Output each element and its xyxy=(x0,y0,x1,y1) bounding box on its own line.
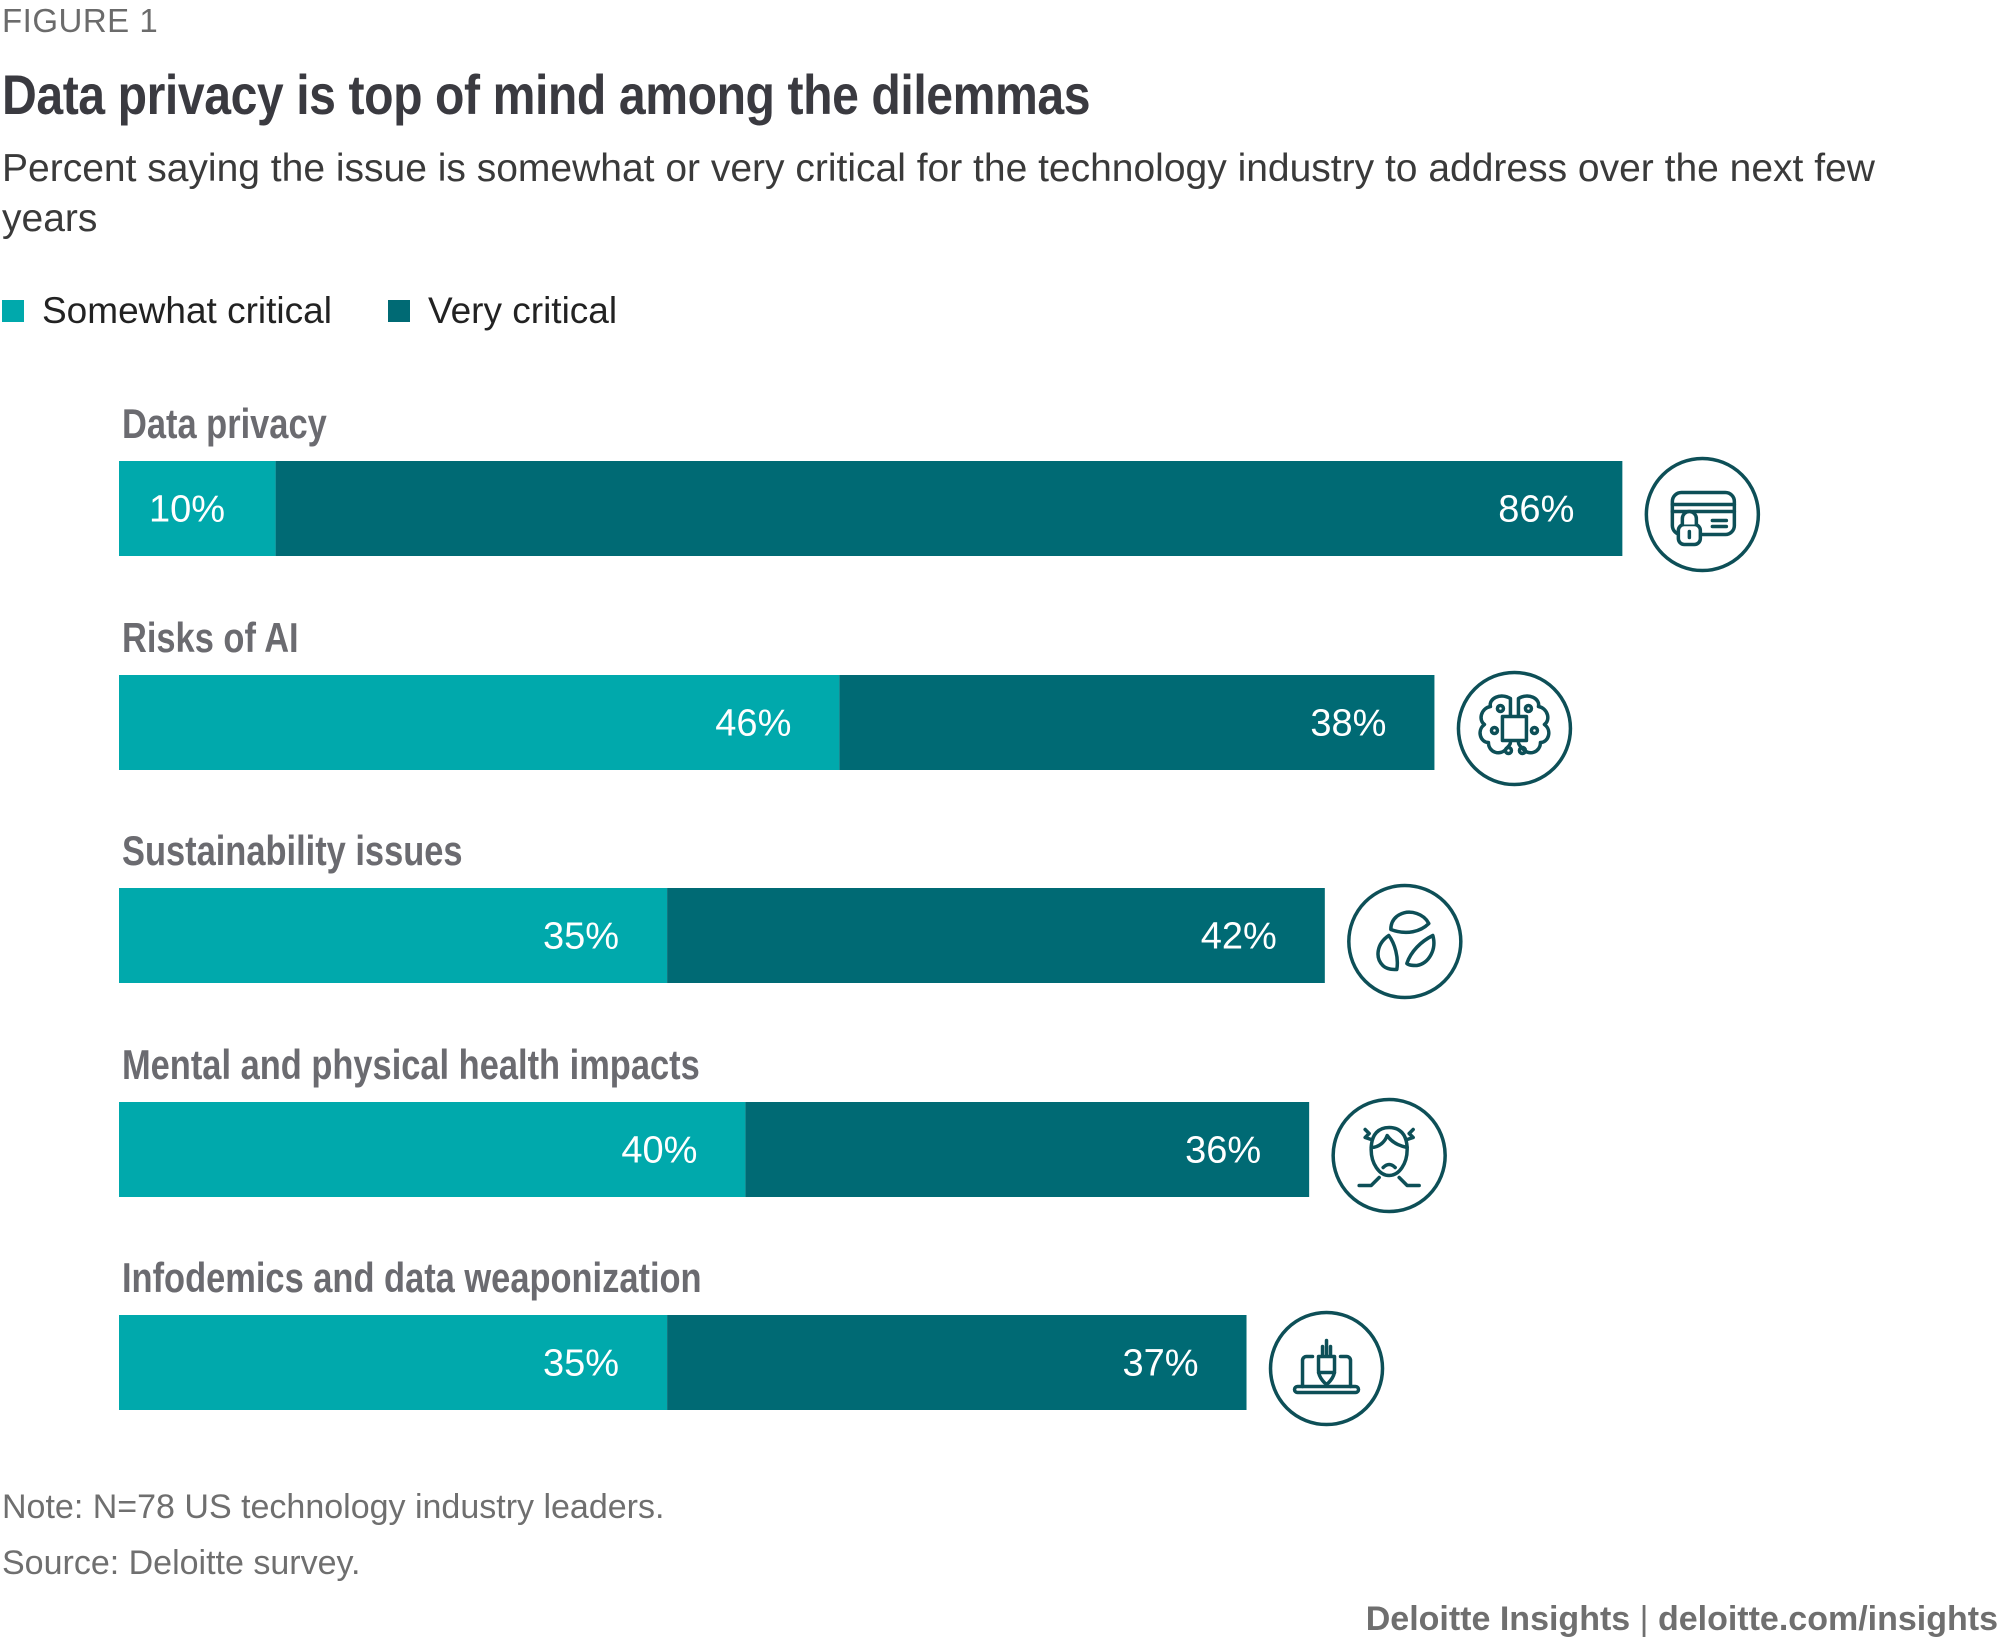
node xyxy=(1517,745,1528,756)
legend: Somewhat critical Very critical xyxy=(2,290,673,332)
node xyxy=(1523,703,1534,714)
laptop-base xyxy=(1292,1384,1361,1395)
leaf-top xyxy=(1389,910,1431,935)
legend-item-somewhat: Somewhat critical xyxy=(2,290,332,332)
chart-title: Data privacy is top of mind among the di… xyxy=(2,63,1091,126)
footnote: Note: N=78 US technology industry leader… xyxy=(2,1488,665,1526)
category-label: Infodemics and data weaponization xyxy=(122,1255,702,1302)
data-label-very: 42% xyxy=(1201,916,1277,958)
stressed-person-icon xyxy=(1331,1097,1447,1214)
chart-subtitle: Percent saying the issue is somewhat or … xyxy=(2,147,1875,240)
data-label-very: 38% xyxy=(1310,703,1386,745)
chip xyxy=(1500,714,1529,743)
head xyxy=(1369,1125,1409,1178)
bar-segment-somewhat xyxy=(119,1102,746,1197)
data-label-very: 36% xyxy=(1185,1130,1261,1172)
hair xyxy=(1369,1133,1409,1150)
stress-mark-right xyxy=(1405,1127,1415,1142)
bar-row: Risks of AI 46% 38% xyxy=(119,615,1573,787)
category-label: Mental and physical health impacts xyxy=(122,1042,700,1089)
bomb-body xyxy=(1316,1354,1337,1387)
brand-url[interactable]: deloitte.com/insights xyxy=(1657,1600,1998,1638)
bar-row: Infodemics and data weaponization 35% 37% xyxy=(119,1255,1385,1427)
shoulder-left xyxy=(1357,1175,1381,1188)
bar-segment-very xyxy=(275,461,1623,556)
bar-segment-somewhat xyxy=(119,1315,668,1410)
brand-name: Deloitte Insights xyxy=(1365,1600,1631,1638)
bar-segment-somewhat xyxy=(119,461,276,556)
data-label-somewhat: 46% xyxy=(715,703,791,745)
node xyxy=(1489,725,1500,736)
node xyxy=(1495,703,1506,714)
source-note: Source: Deloitte survey. xyxy=(2,1544,361,1582)
legend-item-very: Very critical xyxy=(387,290,618,332)
category-label: Data privacy xyxy=(122,401,327,448)
data-label-very: 37% xyxy=(1122,1343,1198,1385)
data-label-somewhat: 10% xyxy=(149,489,225,531)
legend-label-somewhat: Somewhat critical xyxy=(42,290,332,331)
figure-label: FIGURE 1 xyxy=(2,2,159,39)
data-label-somewhat: 40% xyxy=(621,1130,697,1172)
category-label: Sustainability issues xyxy=(122,828,463,875)
data-label-somewhat: 35% xyxy=(543,1343,619,1385)
icon-circle xyxy=(1268,1310,1385,1427)
frown xyxy=(1381,1162,1397,1170)
icon-circle xyxy=(1347,883,1463,1000)
bar-segment-very xyxy=(839,675,1435,770)
icon-circle xyxy=(1331,1097,1447,1214)
lock-card-icon xyxy=(1644,456,1761,573)
shoulder-right xyxy=(1397,1175,1421,1188)
laptop-screen xyxy=(1300,1354,1353,1389)
bar-row: Data privacy 10% 86% xyxy=(119,401,1761,573)
recycle-leaves-icon xyxy=(1347,883,1463,1000)
credit-line: Deloitte Insights | deloitte.com/insight… xyxy=(1366,1600,1998,1639)
icon-circle xyxy=(1644,456,1761,573)
bar-segment-very xyxy=(667,1315,1247,1410)
node xyxy=(1529,725,1540,736)
legend-swatch-very xyxy=(387,300,410,322)
data-label-somewhat: 35% xyxy=(543,916,619,958)
credit-separator: | xyxy=(1639,1600,1649,1638)
brain-chip-icon xyxy=(1456,670,1573,787)
legend-swatch-somewhat xyxy=(2,300,24,322)
stress-mark-left xyxy=(1363,1127,1373,1142)
bar-row: Mental and physical health impacts 40% 36% xyxy=(119,1042,1447,1214)
laptop-bomb-icon xyxy=(1268,1310,1385,1427)
lock-shackle xyxy=(1680,509,1699,527)
legend-label-very: Very critical xyxy=(427,290,618,331)
data-label-very: 86% xyxy=(1498,489,1574,531)
bar-row: Sustainability issues 35% 42% xyxy=(119,828,1463,1000)
node xyxy=(1503,745,1514,756)
bar-segment-very xyxy=(667,888,1325,983)
bar-segment-somewhat xyxy=(119,888,668,983)
category-label: Risks of AI xyxy=(122,615,299,662)
card-shape xyxy=(1670,490,1737,537)
bar-segment-somewhat xyxy=(119,675,840,770)
leaf-right xyxy=(1405,933,1436,968)
icon-circle xyxy=(1456,670,1573,787)
bar-segment-very xyxy=(745,1102,1310,1197)
leaf-left xyxy=(1376,933,1400,972)
